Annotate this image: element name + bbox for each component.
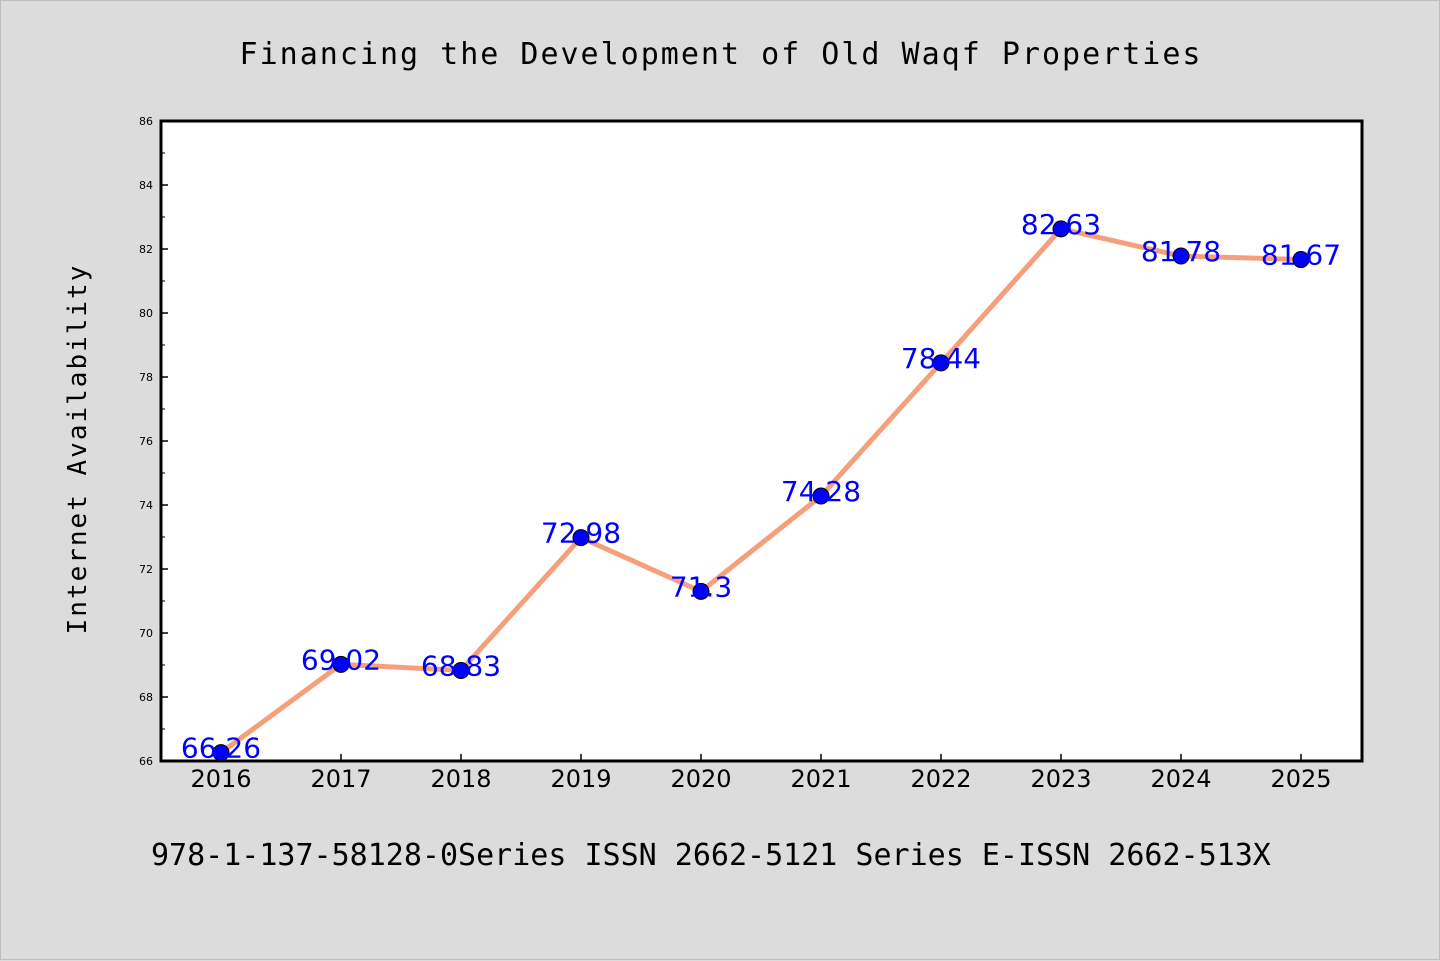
y-tick-label: 82 xyxy=(139,243,153,256)
y-axis-label: Internet Availability xyxy=(63,264,93,635)
x-tick-label: 2016 xyxy=(190,765,251,793)
y-tick-label: 84 xyxy=(139,179,153,192)
data-label: 74.28 xyxy=(781,475,861,508)
chart-title: Financing the Development of Old Waqf Pr… xyxy=(240,37,1203,72)
data-label: 81.78 xyxy=(1141,235,1221,268)
data-point xyxy=(812,487,830,505)
data-point xyxy=(1292,251,1310,269)
y-tick-label: 76 xyxy=(139,435,153,448)
data-labels: 66.26 69.02 68.83 72.98 71.3 74.28 78.44 82.63 8… xyxy=(181,208,1341,765)
x-axis: 2016 2017 2018 2019 2020 2021 2022 2023 2024 2025 xyxy=(190,754,1332,793)
x-tick-label: 2020 xyxy=(670,765,731,793)
data-point xyxy=(692,582,710,600)
x-tick-label: 2018 xyxy=(430,765,491,793)
y-axis: 66 68 70 72 74 76 78 80 82 84 86 xyxy=(139,115,168,768)
data-point xyxy=(1172,247,1190,265)
data-label: 66.26 xyxy=(181,732,261,765)
data-label: 82.63 xyxy=(1021,208,1101,241)
y-tick-label: 68 xyxy=(139,691,153,704)
y-tick-label: 78 xyxy=(139,371,153,384)
data-point xyxy=(932,354,950,372)
y-tick-label: 66 xyxy=(139,755,153,768)
x-tick-label: 2023 xyxy=(1030,765,1091,793)
data-label: 68.83 xyxy=(421,649,501,682)
y-tick-label: 74 xyxy=(139,499,153,512)
footer-text: 978-1-137-58128-0Series ISSN 2662-5121 S… xyxy=(151,838,1271,873)
x-tick-label: 2021 xyxy=(790,765,851,793)
series-markers xyxy=(212,220,1310,762)
y-tick-label: 70 xyxy=(139,627,153,640)
x-tick-label: 2019 xyxy=(550,765,611,793)
x-tick-label: 2025 xyxy=(1270,765,1331,793)
plot-frame xyxy=(159,119,1364,763)
data-label: 69.02 xyxy=(301,643,381,676)
plot-area xyxy=(161,121,1362,761)
series-line xyxy=(218,226,1304,756)
y-tick-label: 72 xyxy=(139,563,153,576)
data-point xyxy=(1052,220,1070,238)
data-point xyxy=(332,655,350,673)
x-tick-label: 2022 xyxy=(910,765,971,793)
data-point xyxy=(452,661,470,679)
y-tick-label: 86 xyxy=(139,115,153,128)
x-tick-label: 2024 xyxy=(1150,765,1211,793)
data-point xyxy=(572,529,590,547)
data-label: 78.44 xyxy=(901,342,981,375)
y-tick-label: 80 xyxy=(139,307,153,320)
data-label: 81.67 xyxy=(1261,239,1341,272)
x-tick-label: 2017 xyxy=(310,765,371,793)
data-label: 71.3 xyxy=(670,570,732,603)
data-label: 72.98 xyxy=(541,517,621,550)
